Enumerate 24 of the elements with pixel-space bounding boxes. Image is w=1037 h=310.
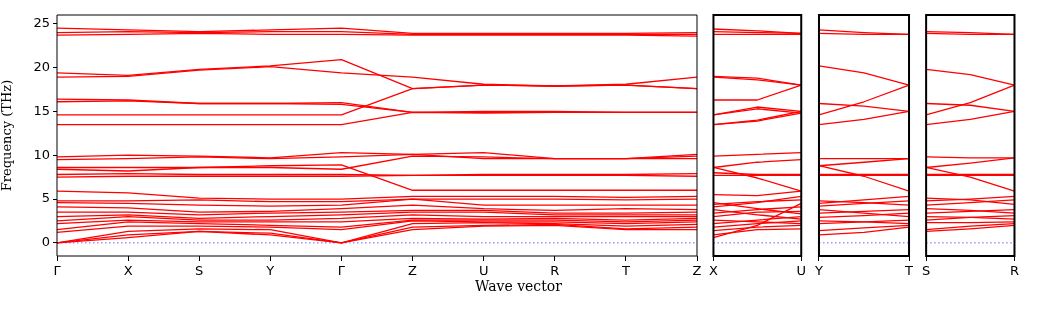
x-tick-label: X [123, 263, 133, 279]
x-tick-label: S [921, 263, 931, 279]
x-tick-label: Y [813, 263, 823, 279]
x-tick-label: R [1009, 263, 1020, 279]
y-tick-label: 20 [33, 58, 50, 74]
x-tick-label: T [620, 263, 630, 279]
x-axis-title: Wave vector [474, 278, 563, 294]
y-axis-title: Frequency (THz) [0, 79, 15, 192]
y-tick-label: 0 [41, 234, 50, 250]
x-tick-label: X [709, 263, 718, 279]
y-tick-label: 10 [33, 146, 50, 162]
x-tick-label: Γ [337, 263, 346, 279]
x-tick-label: Γ [53, 263, 62, 279]
x-tick-label: S [195, 263, 204, 279]
x-tick-label: U [478, 263, 489, 279]
x-tick-label: T [904, 263, 914, 279]
x-tick-label: U [796, 263, 806, 279]
y-tick-label: 5 [41, 190, 50, 206]
x-tick-label: R [550, 263, 560, 279]
y-tick-label: 15 [33, 102, 50, 118]
x-tick-label: Z [692, 263, 702, 279]
x-tick-label: Z [408, 263, 418, 279]
y-tick-label: 25 [33, 15, 50, 31]
x-tick-label: Y [265, 263, 275, 279]
